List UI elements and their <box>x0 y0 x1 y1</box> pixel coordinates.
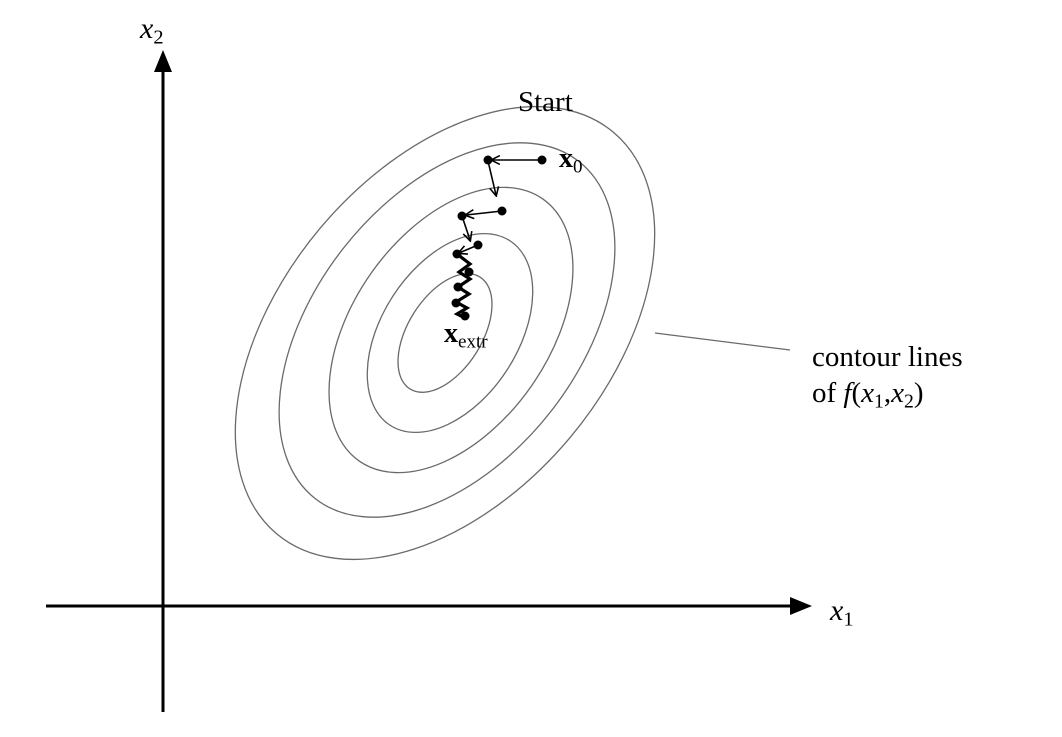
path-step-2 <box>487 160 496 195</box>
path-point <box>460 311 470 321</box>
path-point <box>537 155 547 165</box>
contour-ellipse-1 <box>234 105 656 561</box>
x-extr-label: xextr <box>444 318 488 353</box>
path-point <box>453 282 463 292</box>
contour-label-line1: contour lines <box>812 341 963 373</box>
path-point <box>497 206 507 216</box>
path-point <box>452 249 462 259</box>
path-point <box>464 267 474 277</box>
x-axis-label: x1 <box>830 594 854 631</box>
path-step-3 <box>466 211 503 215</box>
axes <box>46 70 792 712</box>
path-point <box>451 298 461 308</box>
path-point <box>483 155 493 165</box>
y-axis-label: x2 <box>140 12 164 49</box>
start-label: Start <box>518 86 573 118</box>
y-axis-arrowhead <box>154 50 172 72</box>
contour-label-line2: of f(x1,x2) <box>812 377 924 413</box>
contour-leader-line <box>654 332 791 351</box>
path-point <box>473 240 483 250</box>
path-point <box>457 211 467 221</box>
path-points <box>451 155 547 321</box>
x0-label: x0 <box>559 143 583 178</box>
contour-ellipse-5 <box>397 273 493 393</box>
optimization-path <box>452 160 541 320</box>
x-axis-arrowhead <box>790 597 812 615</box>
contour-ellipse-4 <box>366 232 534 434</box>
contour-ellipse-2 <box>278 142 616 518</box>
contour-lines <box>234 105 656 561</box>
path-zigzag <box>452 252 473 320</box>
contour-ellipse-3 <box>328 186 574 474</box>
